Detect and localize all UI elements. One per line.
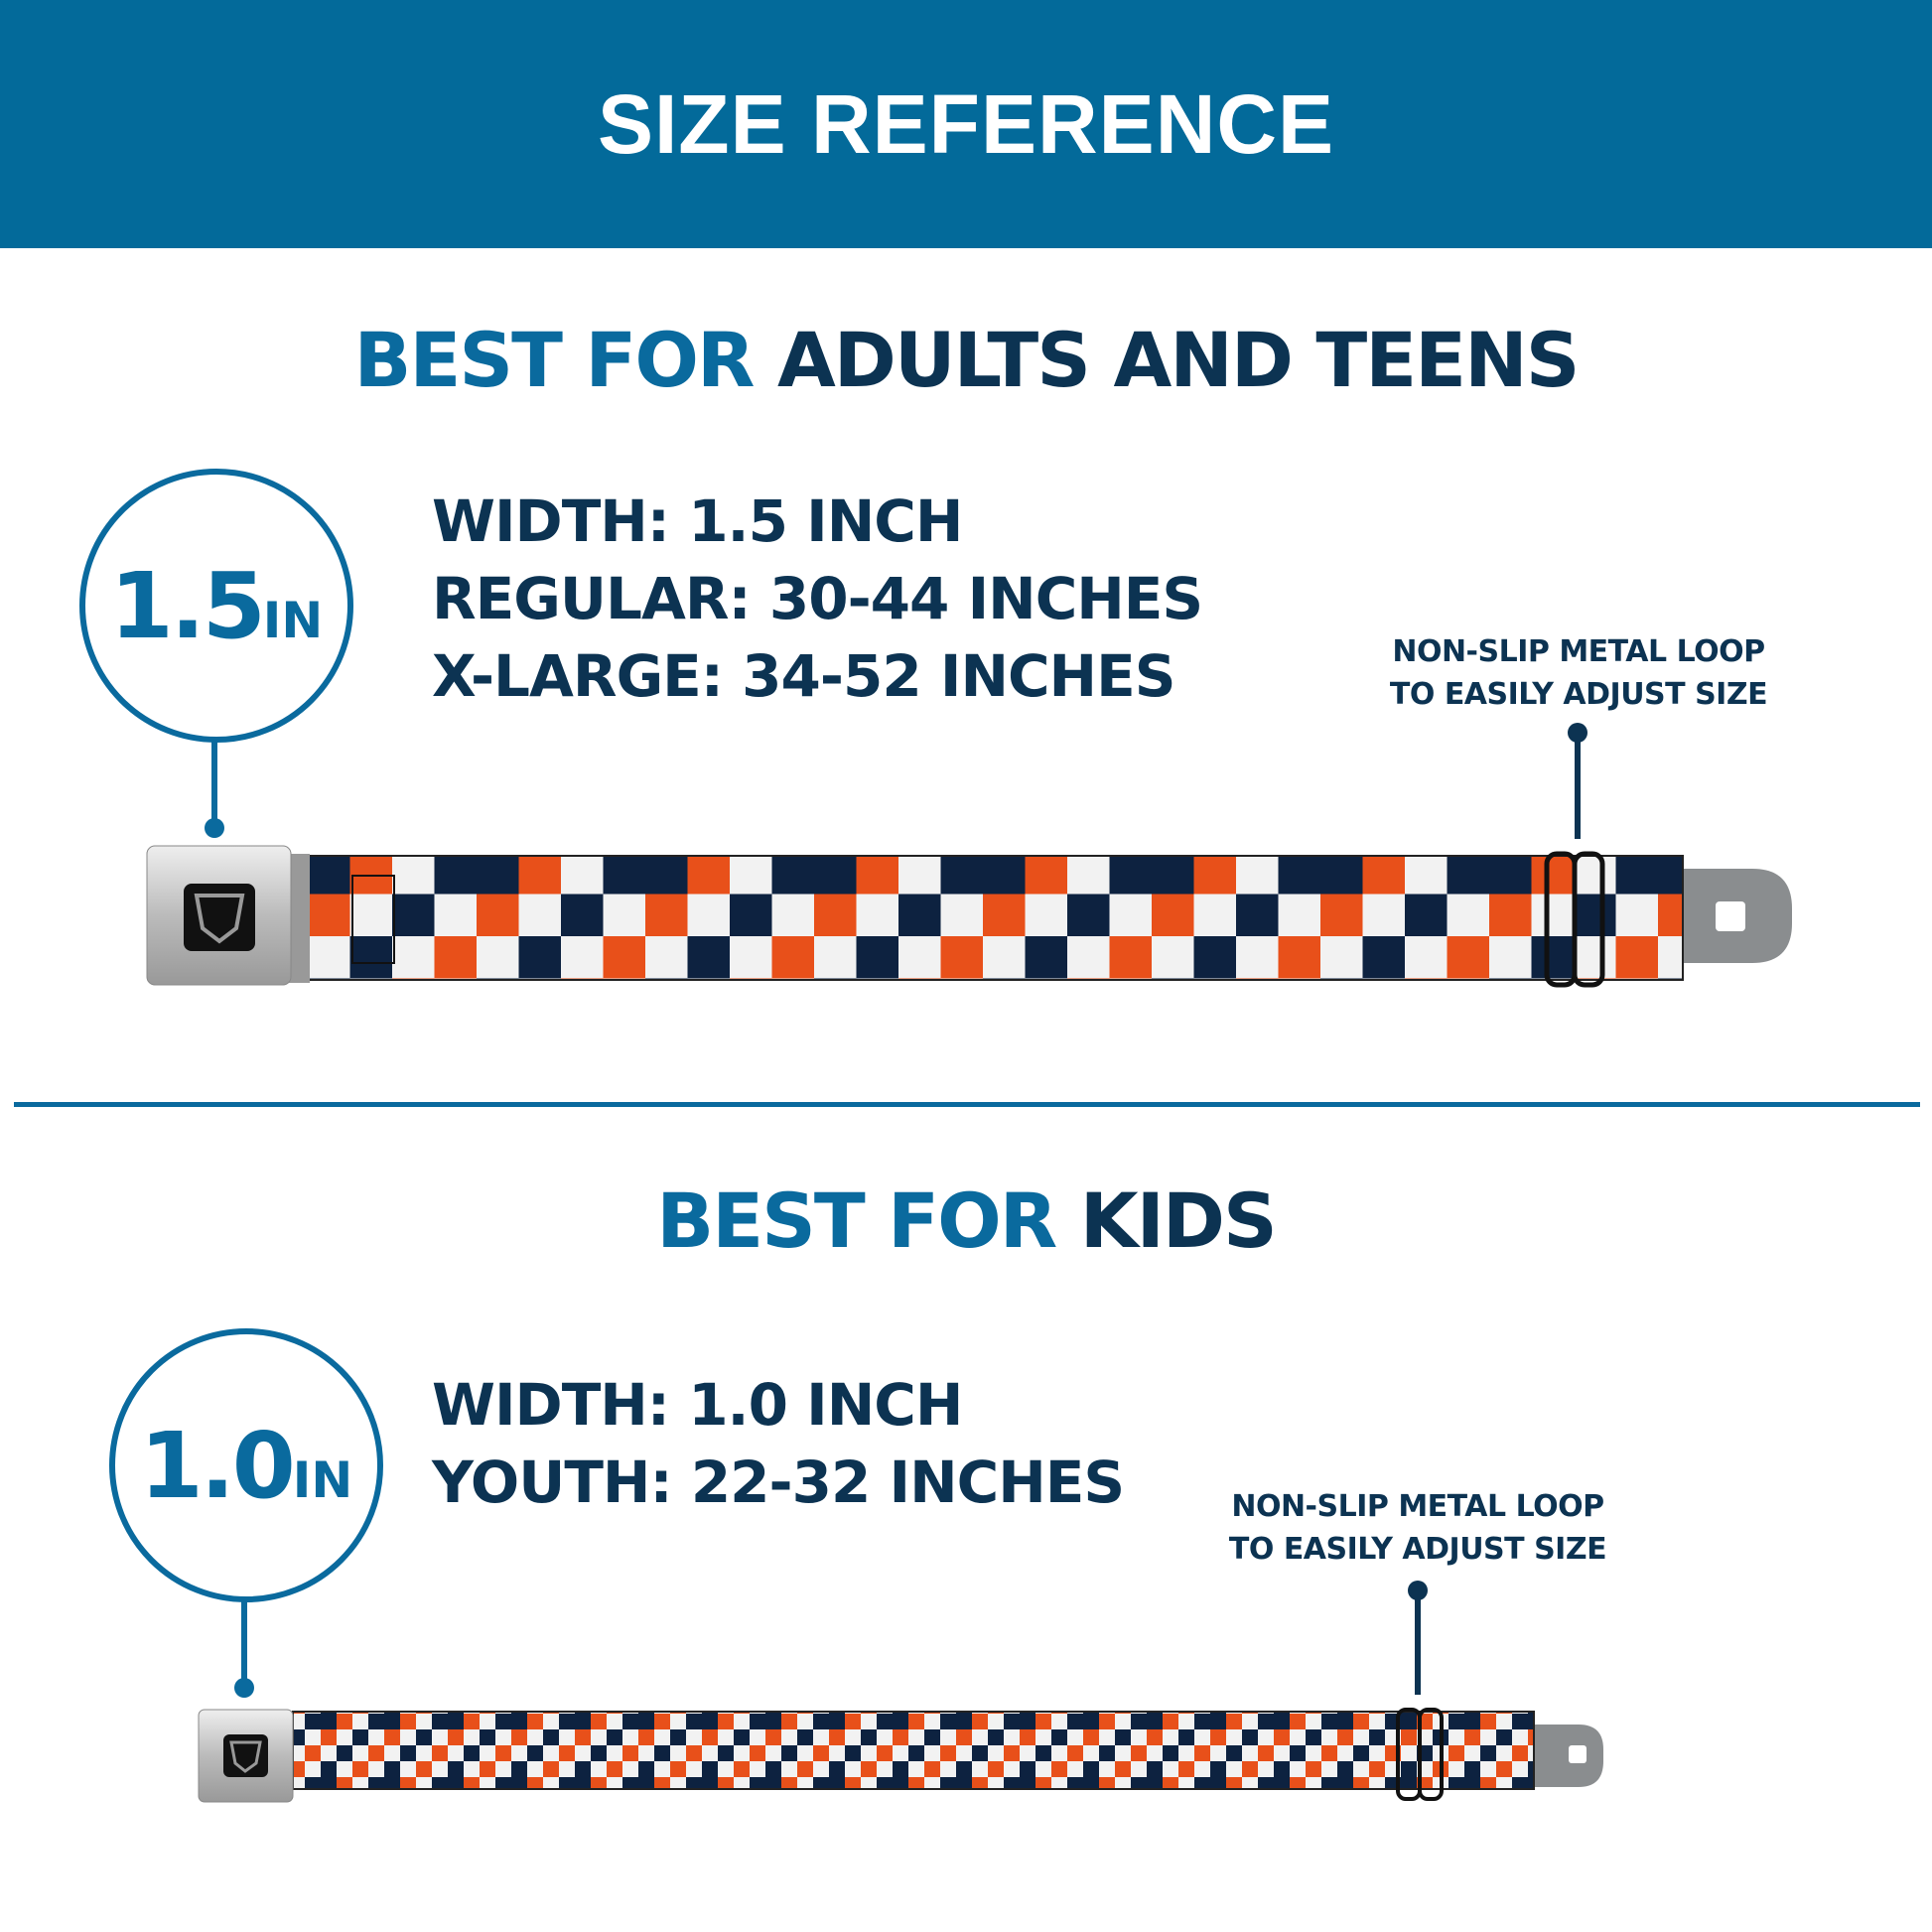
pointer-dot xyxy=(234,1678,254,1698)
adults-heading: BEST FOR ADULTS AND TEENS xyxy=(0,316,1932,404)
checkered-strap xyxy=(292,1711,1535,1790)
note-line: TO EASILY ADJUST SIZE xyxy=(1389,677,1768,712)
page-title: SIZE REFERENCE xyxy=(597,76,1335,171)
kids-heading: BEST FOR KIDS xyxy=(0,1176,1932,1265)
metal-tab-icon xyxy=(1648,869,1792,963)
heading-prefix: BEST FOR xyxy=(656,1176,1057,1265)
seatbelt-buckle-icon xyxy=(198,1709,294,1803)
header-banner: SIZE REFERENCE xyxy=(0,0,1932,248)
heading-rest: ADULTS AND TEENS xyxy=(776,316,1580,404)
width-badge-adults: 1.5 IN xyxy=(79,469,353,743)
spec-width: WIDTH: 1.0 INCH xyxy=(432,1371,963,1439)
note-line: TO EASILY ADJUST SIZE xyxy=(1228,1532,1607,1567)
adults-loop-note: NON-SLIP METAL LOOP TO EASILY ADJUST SIZ… xyxy=(1350,630,1807,716)
checkered-strap xyxy=(297,855,1684,981)
pointer-line xyxy=(1575,735,1581,839)
spec-width: WIDTH: 1.5 INCH xyxy=(432,487,963,555)
note-line: NON-SLIP METAL LOOP xyxy=(1231,1489,1604,1524)
adult-belt-image xyxy=(146,845,1792,988)
pointer-dot xyxy=(1568,723,1587,743)
pointer-line xyxy=(1415,1590,1421,1695)
pointer-line xyxy=(241,1596,247,1686)
kids-specs: WIDTH: 1.0 INCH YOUTH: 22-32 INCHES xyxy=(432,1366,1125,1521)
section-divider xyxy=(14,1102,1920,1107)
note-line: NON-SLIP METAL LOOP xyxy=(1392,634,1765,669)
heading-prefix: BEST FOR xyxy=(353,316,756,404)
pointer-line xyxy=(211,737,217,826)
metal-loop-icon xyxy=(1396,1708,1444,1801)
pointer-dot xyxy=(205,818,224,838)
pointer-dot xyxy=(1408,1581,1428,1600)
badge-unit: IN xyxy=(262,592,324,649)
heading-rest: KIDS xyxy=(1079,1176,1278,1265)
metal-tab-icon xyxy=(1524,1725,1603,1787)
badge-number: 1.5 xyxy=(109,552,266,659)
metal-loop-icon xyxy=(1544,851,1605,988)
adults-specs: WIDTH: 1.5 INCH REGULAR: 30-44 INCHES X-… xyxy=(432,483,1203,715)
seatbelt-buckle-icon xyxy=(146,845,310,986)
kids-loop-note: NON-SLIP METAL LOOP TO EASILY ADJUST SIZ… xyxy=(1189,1485,1646,1571)
spec-regular: REGULAR: 30-44 INCHES xyxy=(432,565,1203,632)
badge-unit: IN xyxy=(292,1451,353,1509)
badge-number: 1.0 xyxy=(139,1412,296,1519)
spec-xlarge: X-LARGE: 34-52 INCHES xyxy=(432,642,1176,710)
kids-belt-image xyxy=(198,1708,1603,1803)
spec-youth: YOUTH: 22-32 INCHES xyxy=(432,1449,1125,1516)
width-badge-kids: 1.0 IN xyxy=(109,1328,383,1602)
